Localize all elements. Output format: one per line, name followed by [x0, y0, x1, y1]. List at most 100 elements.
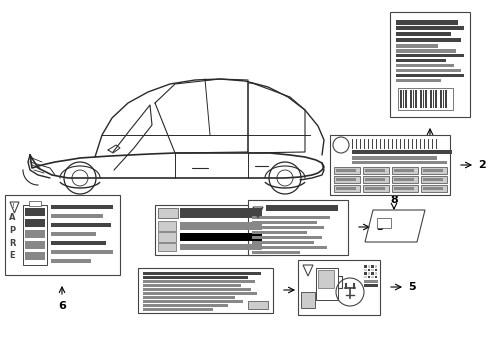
Bar [435, 139, 436, 149]
Bar [51, 232, 96, 236]
Bar [395, 20, 457, 24]
Bar [391, 176, 417, 183]
Bar [180, 244, 262, 250]
Bar [351, 150, 451, 154]
Bar [402, 90, 403, 108]
Bar [251, 236, 321, 239]
Bar [297, 260, 379, 315]
Bar [142, 292, 257, 294]
Bar [247, 200, 347, 255]
Bar [412, 90, 413, 108]
Bar [351, 161, 446, 164]
Text: !: ! [12, 203, 15, 209]
Bar [142, 272, 261, 274]
Bar [364, 187, 384, 190]
Bar [399, 139, 400, 149]
Bar [442, 90, 443, 108]
Bar [420, 176, 446, 183]
Bar [251, 226, 324, 229]
Bar [362, 176, 388, 183]
Bar [142, 300, 243, 302]
Bar [391, 185, 417, 192]
Bar [395, 74, 463, 77]
Bar [419, 139, 420, 149]
Bar [409, 90, 411, 108]
Bar [23, 205, 47, 265]
Bar [180, 233, 262, 241]
Bar [395, 49, 455, 53]
Text: 8: 8 [389, 195, 397, 205]
Bar [370, 272, 373, 274]
Bar [371, 139, 372, 149]
Bar [251, 221, 316, 224]
Bar [359, 139, 361, 149]
Bar [142, 308, 213, 310]
Bar [423, 139, 424, 149]
Bar [395, 79, 440, 82]
Bar [333, 167, 359, 174]
Bar [395, 59, 445, 62]
Bar [393, 178, 413, 181]
Bar [404, 90, 406, 108]
Bar [375, 139, 376, 149]
Bar [180, 208, 262, 218]
Bar [364, 178, 384, 181]
Bar [367, 275, 369, 278]
Bar [333, 176, 359, 183]
Bar [431, 90, 433, 108]
Bar [158, 232, 176, 242]
Bar [393, 187, 413, 190]
Text: 6: 6 [58, 301, 66, 311]
Bar [395, 44, 437, 48]
Bar [251, 231, 306, 234]
Bar [142, 288, 250, 291]
Bar [315, 268, 337, 300]
Bar [251, 216, 329, 219]
Bar [439, 90, 441, 108]
Bar [370, 265, 373, 267]
Bar [29, 201, 41, 206]
Bar [25, 219, 45, 227]
Bar [301, 292, 314, 308]
Bar [142, 284, 241, 287]
Bar [335, 187, 355, 190]
Bar [329, 135, 449, 195]
Bar [363, 265, 366, 267]
Bar [427, 139, 428, 149]
Bar [367, 265, 369, 267]
Bar [363, 284, 377, 287]
Bar [25, 230, 45, 238]
Bar [364, 169, 384, 172]
Bar [395, 38, 460, 41]
Bar [434, 90, 436, 108]
Bar [51, 241, 106, 245]
Text: 1: 1 [297, 225, 305, 235]
Bar [25, 241, 45, 249]
Bar [397, 88, 452, 110]
Bar [379, 139, 381, 149]
Bar [367, 269, 369, 271]
Text: 3: 3 [375, 222, 383, 232]
Bar [51, 214, 103, 218]
Bar [138, 268, 272, 313]
Bar [376, 218, 390, 228]
Bar [251, 246, 326, 249]
Bar [374, 275, 376, 278]
Bar [251, 251, 299, 254]
Bar [51, 259, 91, 263]
Bar [317, 270, 333, 288]
Bar [351, 139, 352, 149]
Bar [335, 169, 355, 172]
Bar [158, 208, 178, 218]
Bar [363, 275, 366, 278]
Bar [411, 139, 412, 149]
Bar [363, 272, 366, 274]
Bar [5, 195, 120, 275]
Bar [395, 32, 450, 36]
Bar [422, 169, 442, 172]
Bar [389, 12, 469, 117]
Bar [25, 208, 45, 216]
Bar [363, 269, 366, 271]
Bar [374, 272, 376, 274]
Bar [395, 54, 463, 57]
